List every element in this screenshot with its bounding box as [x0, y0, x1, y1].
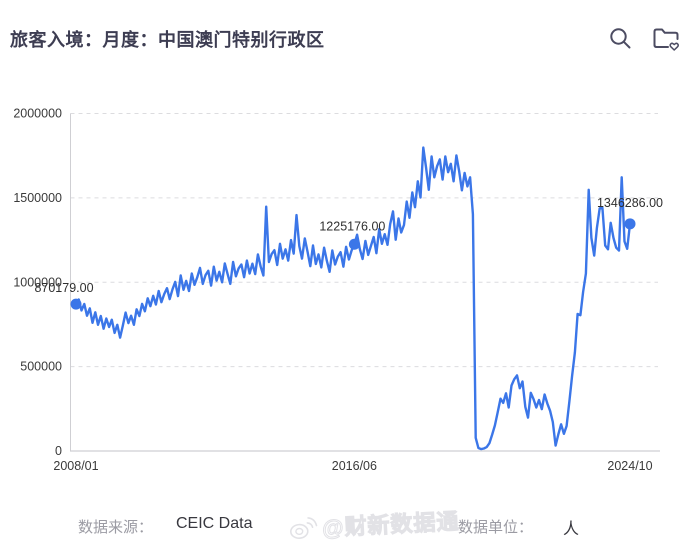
- data-point-dot[interactable]: [624, 218, 636, 230]
- y-tick-label: 500000: [20, 360, 62, 374]
- data-point-label: 1225176.00: [319, 219, 385, 233]
- data-point-label: 870179.00: [34, 281, 93, 295]
- y-tick-label: 1000000: [13, 275, 62, 289]
- x-tick-label: 2024/10: [607, 459, 652, 473]
- data-point-dot[interactable]: [348, 238, 360, 250]
- data-unit-label: 数据单位：: [458, 519, 534, 536]
- data-unit-value: 人: [563, 521, 580, 538]
- data-point-dot[interactable]: [70, 298, 82, 310]
- data-point-label: 1346286.00: [597, 196, 663, 210]
- header-toolbar: [608, 25, 682, 51]
- data-source-label: 数据来源：: [78, 519, 154, 536]
- weibo-icon: [289, 517, 318, 540]
- x-tick-label: 2008/01: [53, 459, 98, 473]
- watermark-text: @财新数据通: [321, 508, 461, 541]
- line-chart[interactable]: 0 500000 1000000 1500000 2000000 2008/01 2016/…: [0, 0, 690, 500]
- y-tick-label: 2000000: [13, 107, 62, 121]
- y-tick-label: 0: [55, 444, 62, 458]
- footer: 数据来源： CEIC Data @财新数据通 数据单位： 人: [0, 508, 690, 548]
- x-tick-label: 2016/06: [332, 459, 377, 473]
- y-tick-label: 1500000: [13, 191, 62, 205]
- watermark: @财新数据通: [287, 504, 461, 545]
- data-source-value: CEIC Data: [176, 515, 253, 532]
- favorite-folder-icon[interactable]: [651, 25, 682, 51]
- series-line: [74, 146, 632, 451]
- page-title: 旅客入境：月度：中国澳门特别行政区: [10, 30, 325, 50]
- search-icon[interactable]: [608, 26, 633, 51]
